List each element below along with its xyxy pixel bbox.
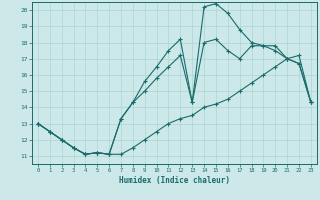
X-axis label: Humidex (Indice chaleur): Humidex (Indice chaleur): [119, 176, 230, 185]
